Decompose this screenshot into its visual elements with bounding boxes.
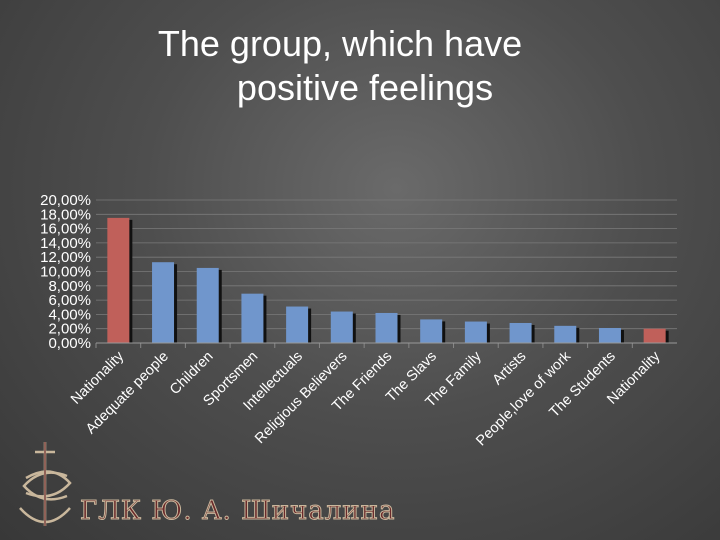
y-tick-label: 12,00% bbox=[40, 249, 91, 266]
bar bbox=[643, 328, 666, 343]
bar bbox=[375, 312, 398, 343]
y-tick-label: 6,00% bbox=[48, 292, 91, 309]
y-tick-label: 2,00% bbox=[48, 321, 91, 338]
title-line-2: positive feelings bbox=[236, 67, 494, 108]
y-tick-label: 10,00% bbox=[40, 264, 91, 281]
bar bbox=[509, 322, 532, 343]
bar bbox=[241, 293, 264, 343]
x-tick-label: Artists bbox=[490, 349, 530, 389]
y-tick-label: 18,00% bbox=[40, 206, 91, 223]
bar bbox=[330, 311, 353, 343]
bar bbox=[598, 327, 621, 343]
y-tick-label: 4,00% bbox=[48, 306, 91, 323]
y-tick-label: 0,00% bbox=[48, 335, 91, 352]
chart-title: The group, which have positive feelings bbox=[0, 22, 680, 110]
x-tick-label: Adequate people bbox=[83, 349, 172, 438]
bar bbox=[152, 262, 175, 343]
bar bbox=[554, 325, 577, 343]
bar bbox=[196, 267, 219, 343]
anchor-logo-icon bbox=[19, 442, 72, 526]
y-tick-label: 8,00% bbox=[48, 278, 91, 295]
bar bbox=[286, 306, 309, 343]
bar bbox=[464, 321, 487, 343]
y-tick-label: 16,00% bbox=[40, 221, 91, 238]
y-tick-label: 14,00% bbox=[40, 235, 91, 252]
bar bbox=[107, 217, 130, 343]
title-line-1: The group, which have bbox=[157, 23, 523, 64]
logo-text: ГЛК Ю. А. Шичалина bbox=[79, 496, 396, 527]
y-tick-label: 20,00% bbox=[40, 192, 91, 209]
bar bbox=[420, 319, 443, 343]
